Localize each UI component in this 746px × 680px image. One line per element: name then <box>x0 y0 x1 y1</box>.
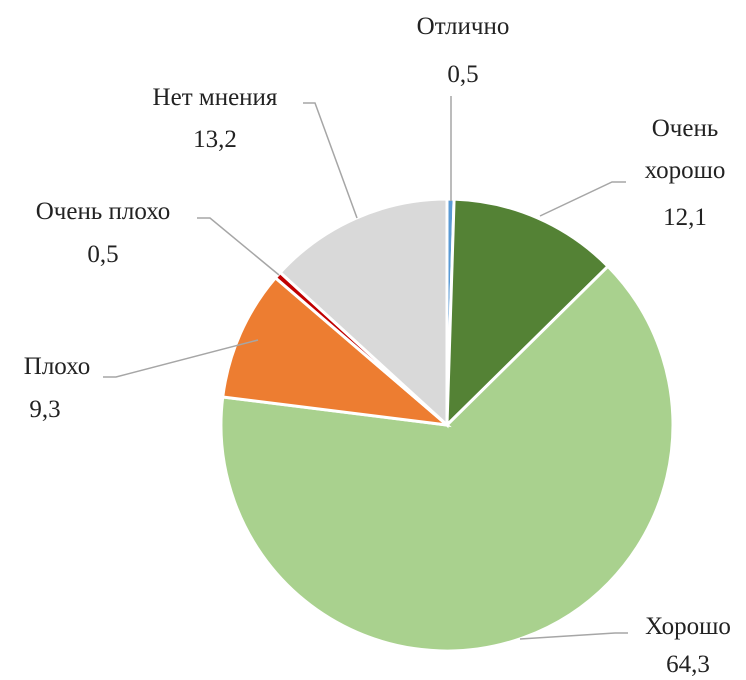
leader-line <box>303 102 358 219</box>
leader-line <box>539 181 626 217</box>
slice-label: Хорошо <box>645 613 731 640</box>
pie-slice <box>278 197 449 429</box>
slice-label: Нет мнения <box>152 84 278 111</box>
slice-label: Очень плохо <box>35 198 171 225</box>
value-label: 0,5 <box>87 241 119 268</box>
leader-line <box>103 339 259 378</box>
slice-label: Плохо <box>23 353 91 380</box>
pie-slice <box>219 264 675 653</box>
slice-label: Отлично <box>416 13 510 40</box>
value-label: 12,1 <box>663 204 707 231</box>
value-label: 9,3 <box>29 396 61 423</box>
value-label: 0,5 <box>447 61 479 88</box>
leader-line <box>197 217 280 276</box>
value-label: 13,2 <box>193 126 237 153</box>
pie-slice <box>445 197 611 429</box>
pie-slice <box>221 275 452 428</box>
slice-label: Очень хорошо <box>644 115 726 184</box>
value-label: 64,3 <box>666 651 710 678</box>
leader-line <box>519 632 628 640</box>
